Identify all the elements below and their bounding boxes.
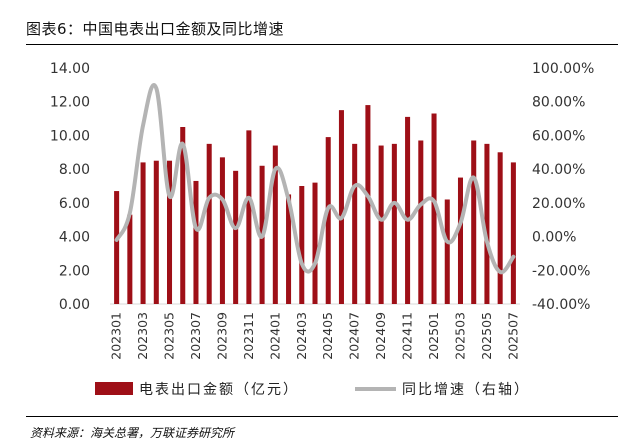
bar-202504 <box>471 140 477 304</box>
figure-title: 图表6：中国电表出口金额及同比增速 <box>26 20 285 38</box>
y-right-tick-label: 40.00% <box>532 162 585 178</box>
bar-202304 <box>153 160 159 304</box>
x-tick-label: 202301 <box>109 312 124 360</box>
x-tick-label: 202311 <box>241 312 256 360</box>
y-right-tick-label: -20.00% <box>532 263 590 279</box>
bar-202401 <box>272 145 278 304</box>
bar-202505 <box>484 143 490 304</box>
x-tick-label: 202411 <box>400 312 415 360</box>
bar-202501 <box>431 113 437 304</box>
legend: 电表出口金额（亿元） 同比增速（右轴） <box>95 382 530 398</box>
y-right-tick-label: 20.00% <box>532 196 585 212</box>
bar-202506 <box>497 152 503 304</box>
bar-202301 <box>114 191 120 304</box>
bar-202503 <box>457 177 463 304</box>
x-tick-label: 202503 <box>452 312 467 360</box>
bar-202408 <box>365 105 371 304</box>
y-left-tick-label: 2.00 <box>59 263 90 279</box>
bar-202407 <box>352 143 358 304</box>
bar-202502 <box>444 199 450 304</box>
x-tick-label: 202409 <box>373 312 388 360</box>
bar-202305 <box>167 160 173 304</box>
bar-202409 <box>378 145 384 304</box>
bar-202308 <box>206 143 212 304</box>
bar-202303 <box>140 162 146 304</box>
bar-202311 <box>246 130 252 304</box>
y-right-tick-label: -40.00% <box>532 297 590 313</box>
bar-202410 <box>391 143 397 304</box>
y-right-tick-label: 60.00% <box>532 128 585 144</box>
y-right-tick-label: 0.00% <box>532 230 576 246</box>
bar-202302 <box>127 214 133 304</box>
bar-202405 <box>325 137 331 304</box>
bar-202309 <box>219 157 225 304</box>
x-tick-label: 202403 <box>294 312 309 360</box>
bar-202307 <box>193 180 199 304</box>
bar-202507 <box>510 162 516 304</box>
title-divider <box>26 44 618 45</box>
y-left-tick-label: 6.00 <box>59 196 90 212</box>
bar-202403 <box>299 186 305 304</box>
bar-202406 <box>338 110 344 304</box>
x-tick-label: 202505 <box>479 312 494 360</box>
y-left-tick-label: 14.00 <box>50 61 90 77</box>
x-tick-label: 202305 <box>162 312 177 360</box>
line-series-path <box>114 83 516 275</box>
x-tick-label: 202501 <box>426 312 441 360</box>
y-left-tick-label: 12.00 <box>50 95 90 111</box>
x-tick-label: 202507 <box>505 312 520 360</box>
x-axis: 202301 202303 202305 202307 202309 202311 2024… <box>109 312 521 360</box>
bar-202306 <box>180 127 186 304</box>
x-tick-label: 202401 <box>267 312 282 360</box>
y-left-tick-label: 10.00 <box>50 128 90 144</box>
x-tick-label: 202309 <box>214 312 229 360</box>
bar-202411 <box>405 116 411 304</box>
bar-series <box>114 105 516 304</box>
y-left-tick-label: 4.00 <box>59 230 90 246</box>
source-note: 资料来源：海关总署，万联证券研究所 <box>30 426 235 440</box>
legend-line-label: 同比增速（右轴） <box>402 382 530 398</box>
x-tick-label: 202307 <box>188 312 203 360</box>
bar-202412 <box>418 140 424 304</box>
bar-202402 <box>286 194 292 304</box>
y-left-tick-label: 0.00 <box>59 297 90 313</box>
legend-bar-swatch <box>95 382 133 395</box>
x-tick-label: 202407 <box>347 312 362 360</box>
y-right-tick-label: 100.00% <box>532 61 594 77</box>
bar-202404 <box>312 182 318 304</box>
y-right-axis: -40.00% -20.00% 0.00% 20.00% 40.00% 60.00% 80.… <box>532 61 594 313</box>
y-right-tick-label: 80.00% <box>532 95 585 111</box>
x-tick-label: 202405 <box>320 312 335 360</box>
bar-202310 <box>233 170 239 304</box>
y-left-tick-label: 8.00 <box>59 162 90 178</box>
y-left-axis: 0.00 2.00 4.00 6.00 8.00 10.00 12.00 14.00 <box>50 61 90 313</box>
x-tick-label: 202303 <box>135 312 150 360</box>
legend-bar-label: 电表出口金额（亿元） <box>139 382 299 398</box>
source-divider <box>26 416 618 417</box>
